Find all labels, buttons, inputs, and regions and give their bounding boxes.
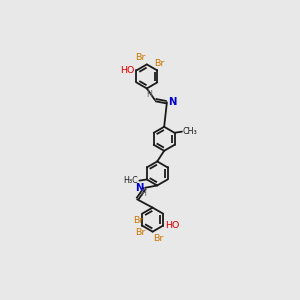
Text: N: N <box>135 183 144 193</box>
Text: HO: HO <box>165 221 179 230</box>
Text: H: H <box>140 189 146 198</box>
Text: Br: Br <box>153 234 164 243</box>
Text: Br: Br <box>135 228 145 237</box>
Text: H₃C: H₃C <box>124 176 139 185</box>
Text: CH₃: CH₃ <box>183 127 198 136</box>
Text: H: H <box>146 90 152 99</box>
Text: Br: Br <box>135 52 146 62</box>
Text: Br: Br <box>154 58 165 68</box>
Text: HO: HO <box>120 66 135 75</box>
Text: N: N <box>168 97 177 107</box>
Text: Br: Br <box>134 216 144 225</box>
